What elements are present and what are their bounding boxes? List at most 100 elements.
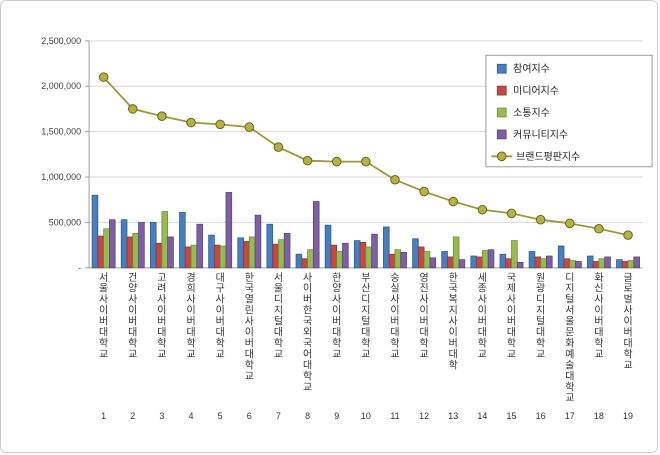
bar-media bbox=[447, 256, 454, 269]
line-marker bbox=[390, 174, 400, 185]
bar-community bbox=[546, 255, 553, 269]
line-marker bbox=[331, 156, 342, 167]
bar-communication bbox=[423, 251, 431, 269]
bar-communication bbox=[627, 260, 635, 269]
bar-participation bbox=[266, 223, 274, 269]
legend-label: 참여지수 bbox=[513, 63, 550, 75]
bar-community bbox=[400, 252, 407, 269]
bar-participation bbox=[441, 251, 448, 269]
bar-media bbox=[505, 258, 512, 269]
bar-community bbox=[312, 201, 320, 269]
legend-swatch-participation bbox=[496, 63, 507, 74]
y-tick-label: 1,500,000 bbox=[41, 127, 81, 137]
rank-label: 17 bbox=[565, 411, 575, 421]
line-marker bbox=[244, 122, 255, 132]
legend-label: 브랜드평판지수 bbox=[516, 151, 580, 163]
line-marker bbox=[506, 208, 517, 219]
bar-community bbox=[633, 256, 640, 269]
rank-label: 14 bbox=[477, 411, 487, 421]
bar-participation bbox=[91, 194, 99, 269]
bar-participation bbox=[412, 238, 419, 269]
bar-media bbox=[417, 246, 425, 269]
rank-label: 8 bbox=[305, 411, 310, 421]
bar-media bbox=[243, 241, 250, 269]
bar-participation bbox=[499, 253, 507, 269]
legend-label: 미디어지수 bbox=[513, 85, 559, 97]
bar-communication bbox=[394, 249, 402, 269]
rank-label: 6 bbox=[247, 411, 252, 421]
rank-label: 13 bbox=[448, 411, 458, 421]
bar-participation bbox=[149, 222, 157, 269]
bar-media bbox=[330, 244, 338, 269]
rank-label: 7 bbox=[276, 411, 281, 421]
bar-participation bbox=[586, 255, 594, 269]
bar-participation bbox=[353, 240, 361, 269]
bar-community bbox=[167, 236, 174, 269]
legend-label: 소통지수 bbox=[513, 107, 550, 119]
line-marker bbox=[98, 72, 109, 82]
y-tick-label: - bbox=[78, 263, 81, 273]
line-marker bbox=[419, 186, 429, 197]
bar-participation bbox=[324, 224, 332, 269]
bar-communication bbox=[307, 249, 314, 269]
line-marker bbox=[565, 218, 575, 229]
bar-media bbox=[592, 261, 600, 269]
rank-label: 2 bbox=[130, 411, 135, 421]
line-marker bbox=[273, 142, 284, 152]
bar-community bbox=[109, 219, 116, 269]
bar-participation bbox=[208, 234, 215, 269]
rank-label: 3 bbox=[159, 411, 164, 421]
bar-community bbox=[225, 192, 233, 269]
bar-communication bbox=[278, 239, 285, 269]
bar-participation bbox=[179, 212, 186, 269]
bar-participation bbox=[616, 259, 623, 269]
bar-communication bbox=[569, 260, 576, 269]
bar-community bbox=[371, 233, 378, 269]
rank-label: 18 bbox=[594, 411, 604, 421]
bar-participation bbox=[557, 245, 565, 269]
bar-community bbox=[575, 261, 582, 269]
bar-media bbox=[214, 244, 221, 269]
rank-label: 10 bbox=[361, 411, 371, 421]
bar-media bbox=[126, 236, 134, 269]
bar-media bbox=[272, 243, 279, 269]
bar-community bbox=[604, 256, 611, 269]
bar-communication bbox=[190, 244, 198, 269]
bar-community bbox=[196, 223, 203, 269]
bar-communication bbox=[219, 245, 227, 269]
rank-label: 4 bbox=[189, 411, 194, 421]
bar-media bbox=[359, 242, 367, 269]
line-marker bbox=[157, 111, 167, 121]
bar-media bbox=[534, 256, 542, 269]
bar-participation bbox=[528, 251, 536, 269]
line-marker bbox=[594, 223, 604, 234]
bar-community bbox=[283, 232, 291, 269]
bar-communication bbox=[482, 250, 489, 269]
bar-community bbox=[342, 242, 349, 269]
bar-community bbox=[254, 214, 262, 269]
bar-communication bbox=[132, 232, 139, 269]
bar-participation bbox=[295, 253, 303, 269]
bar-communication bbox=[365, 246, 372, 269]
bar-media bbox=[97, 235, 105, 269]
bar-community bbox=[138, 222, 145, 269]
bar-media bbox=[155, 242, 163, 269]
bar-media bbox=[476, 256, 483, 269]
